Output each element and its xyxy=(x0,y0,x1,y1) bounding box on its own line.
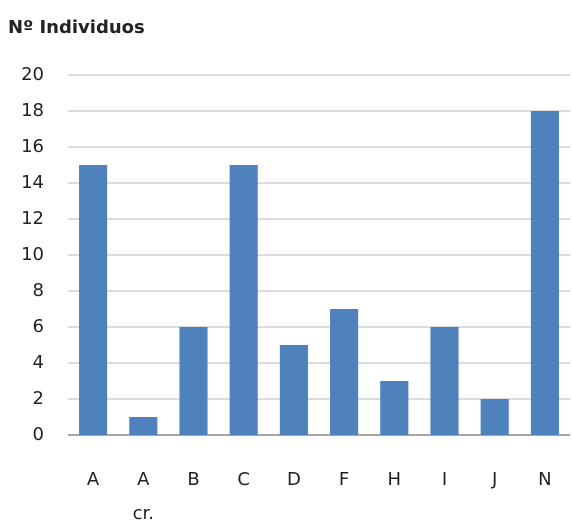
y-tick-label: 0 xyxy=(33,424,44,445)
bar xyxy=(229,165,258,435)
x-tick-label: D xyxy=(287,469,301,490)
bar xyxy=(129,417,158,435)
x-tick-label: C xyxy=(237,469,250,490)
x-tick-label: F xyxy=(339,469,349,490)
bar xyxy=(330,309,359,435)
x-tick-label: N xyxy=(538,469,551,490)
y-tick-label: 20 xyxy=(21,64,44,85)
bar xyxy=(380,381,409,435)
bar xyxy=(530,111,559,435)
x-tick-label: J xyxy=(491,469,497,490)
x-tick-label: B xyxy=(187,469,199,490)
bar xyxy=(480,399,509,435)
y-tick-label: 14 xyxy=(21,172,44,193)
y-tick-label: 10 xyxy=(21,244,44,265)
y-tick-label: 18 xyxy=(21,100,44,121)
x-tick-label: H xyxy=(388,469,402,490)
y-tick-label: 6 xyxy=(33,316,44,337)
y-tick-label: 8 xyxy=(33,280,44,301)
x-tick-label: A xyxy=(87,469,100,490)
y-tick-label: 12 xyxy=(21,208,44,229)
bar xyxy=(179,327,208,435)
y-tick-label: 4 xyxy=(33,352,44,373)
bar xyxy=(79,165,108,435)
chart-title: Nº Individuos xyxy=(8,17,145,38)
bar xyxy=(279,345,308,435)
y-tick-label: 16 xyxy=(21,136,44,157)
bar xyxy=(430,327,459,435)
y-tick-label: 2 xyxy=(33,388,44,409)
x-tick-label: I xyxy=(442,469,447,490)
